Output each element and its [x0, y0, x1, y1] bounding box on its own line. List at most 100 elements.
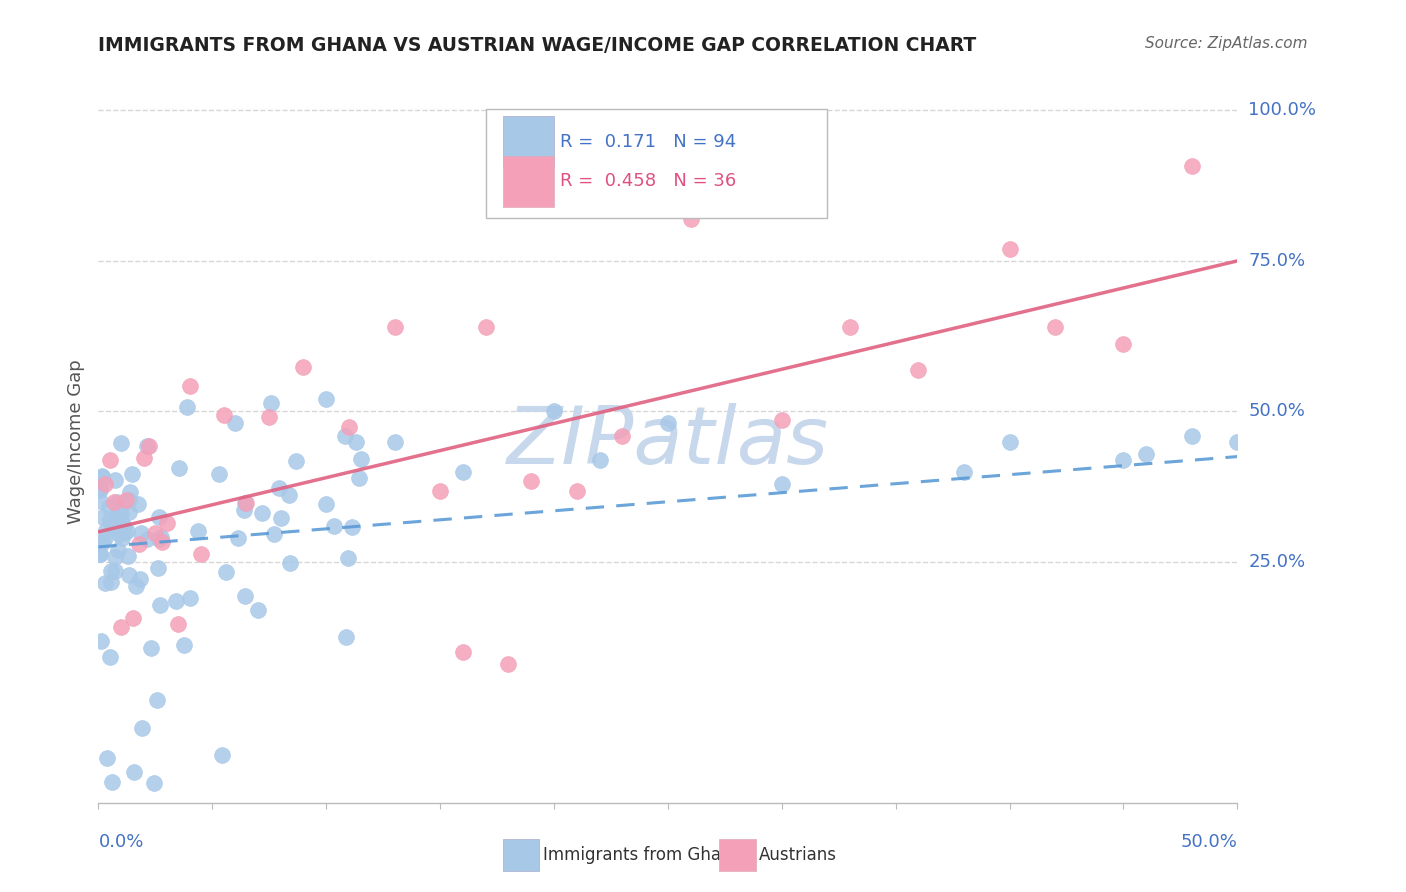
Point [224, 417, 246, 431]
Point [233, 503, 256, 517]
Point [350, 452, 373, 467]
Point [167, 617, 190, 632]
Text: R =  0.171   N = 94: R = 0.171 N = 94 [560, 133, 735, 151]
Point [187, 524, 209, 538]
Point [107, 504, 129, 518]
Point [179, 378, 201, 392]
Point [100, 564, 122, 578]
Point [226, 531, 249, 545]
Point [953, 465, 976, 479]
Point [1043, 319, 1066, 334]
Point [190, 547, 212, 561]
Point [98, 500, 121, 514]
Point [100, 574, 122, 589]
Point [118, 505, 141, 519]
FancyBboxPatch shape [718, 838, 755, 871]
Text: 0.0%: 0.0% [98, 833, 143, 851]
Point [247, 603, 270, 617]
Text: 50.0%: 50.0% [1249, 402, 1305, 420]
Point [1226, 434, 1249, 449]
Point [342, 520, 364, 534]
Point [384, 320, 406, 334]
Point [139, 640, 162, 655]
Point [125, 579, 148, 593]
Point [214, 565, 236, 579]
Point [89, 536, 111, 550]
Point [112, 519, 135, 533]
Point [543, 404, 565, 418]
Point [315, 497, 337, 511]
Point [112, 525, 135, 540]
Point [347, 470, 370, 484]
Point [150, 530, 173, 544]
Text: Austrians: Austrians [759, 846, 837, 863]
Point [429, 484, 451, 499]
Point [89, 547, 111, 561]
Point [263, 526, 285, 541]
Point [132, 451, 155, 466]
Point [1135, 446, 1157, 460]
Point [498, 657, 520, 672]
Point [337, 550, 360, 565]
Point [118, 568, 141, 582]
Point [233, 589, 256, 603]
Point [565, 484, 588, 499]
Point [104, 565, 127, 579]
FancyBboxPatch shape [485, 109, 827, 218]
Point [94, 523, 117, 537]
Point [117, 549, 139, 563]
Point [118, 492, 141, 507]
Point [323, 519, 346, 533]
Point [451, 645, 474, 659]
Point [90, 469, 112, 483]
Point [110, 620, 132, 634]
Point [103, 521, 125, 535]
Point [124, 765, 146, 780]
FancyBboxPatch shape [503, 838, 538, 871]
Point [179, 591, 201, 606]
Point [128, 572, 150, 586]
Point [114, 492, 136, 507]
Point [91, 509, 114, 524]
Point [101, 518, 124, 533]
Point [100, 650, 122, 665]
Point [1181, 428, 1204, 442]
Point [384, 434, 406, 449]
Point [156, 516, 179, 530]
Point [146, 561, 169, 575]
Point [91, 535, 114, 549]
Point [165, 594, 187, 608]
Point [107, 501, 129, 516]
Point [96, 751, 118, 765]
Point [136, 439, 159, 453]
Point [128, 537, 150, 551]
Point [212, 409, 235, 423]
Text: 50.0%: 50.0% [1181, 833, 1237, 851]
Point [118, 484, 141, 499]
Point [103, 494, 125, 508]
Point [148, 509, 170, 524]
Point [91, 470, 114, 484]
Point [110, 435, 132, 450]
Point [138, 440, 160, 454]
Point [148, 533, 170, 547]
Point [127, 497, 149, 511]
Point [135, 532, 157, 546]
Point [90, 634, 112, 648]
Point [998, 242, 1021, 256]
Text: ZIPatlas: ZIPatlas [506, 402, 830, 481]
Point [101, 774, 124, 789]
Point [121, 611, 143, 625]
Point [235, 496, 257, 510]
Point [89, 481, 111, 495]
Point [233, 496, 256, 510]
Point [98, 452, 121, 467]
Text: Source: ZipAtlas.com: Source: ZipAtlas.com [1144, 36, 1308, 51]
Point [111, 525, 134, 540]
Point [907, 363, 929, 377]
Point [277, 488, 299, 502]
Point [451, 465, 474, 479]
Point [333, 429, 356, 443]
Point [285, 454, 308, 468]
FancyBboxPatch shape [503, 156, 554, 207]
